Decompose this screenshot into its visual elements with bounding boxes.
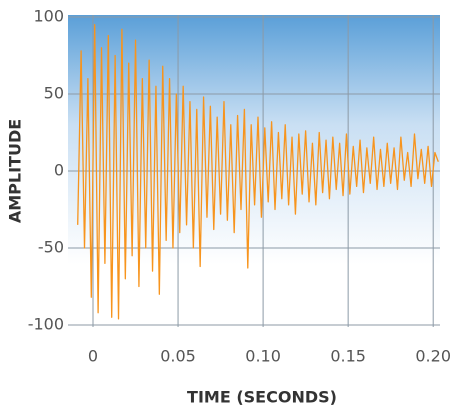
y-axis-title: AMPLITUDE bbox=[6, 119, 25, 223]
x-tick-label: 0.15 bbox=[330, 347, 366, 366]
y-tick-label: 0 bbox=[54, 161, 64, 180]
x-tick-label: 0 bbox=[88, 347, 98, 366]
y-tick-label: -100 bbox=[28, 315, 64, 334]
x-axis-title: TIME (SECONDS) bbox=[187, 388, 337, 407]
signal-line bbox=[77, 24, 439, 320]
y-tick-label: 50 bbox=[44, 84, 64, 103]
y-tick-label: -50 bbox=[38, 238, 64, 257]
y-tick-label: 100 bbox=[33, 7, 64, 26]
x-tick-label: 0.20 bbox=[415, 347, 451, 366]
x-tick-label: 0.05 bbox=[160, 347, 196, 366]
x-tick-label: 0.10 bbox=[245, 347, 281, 366]
